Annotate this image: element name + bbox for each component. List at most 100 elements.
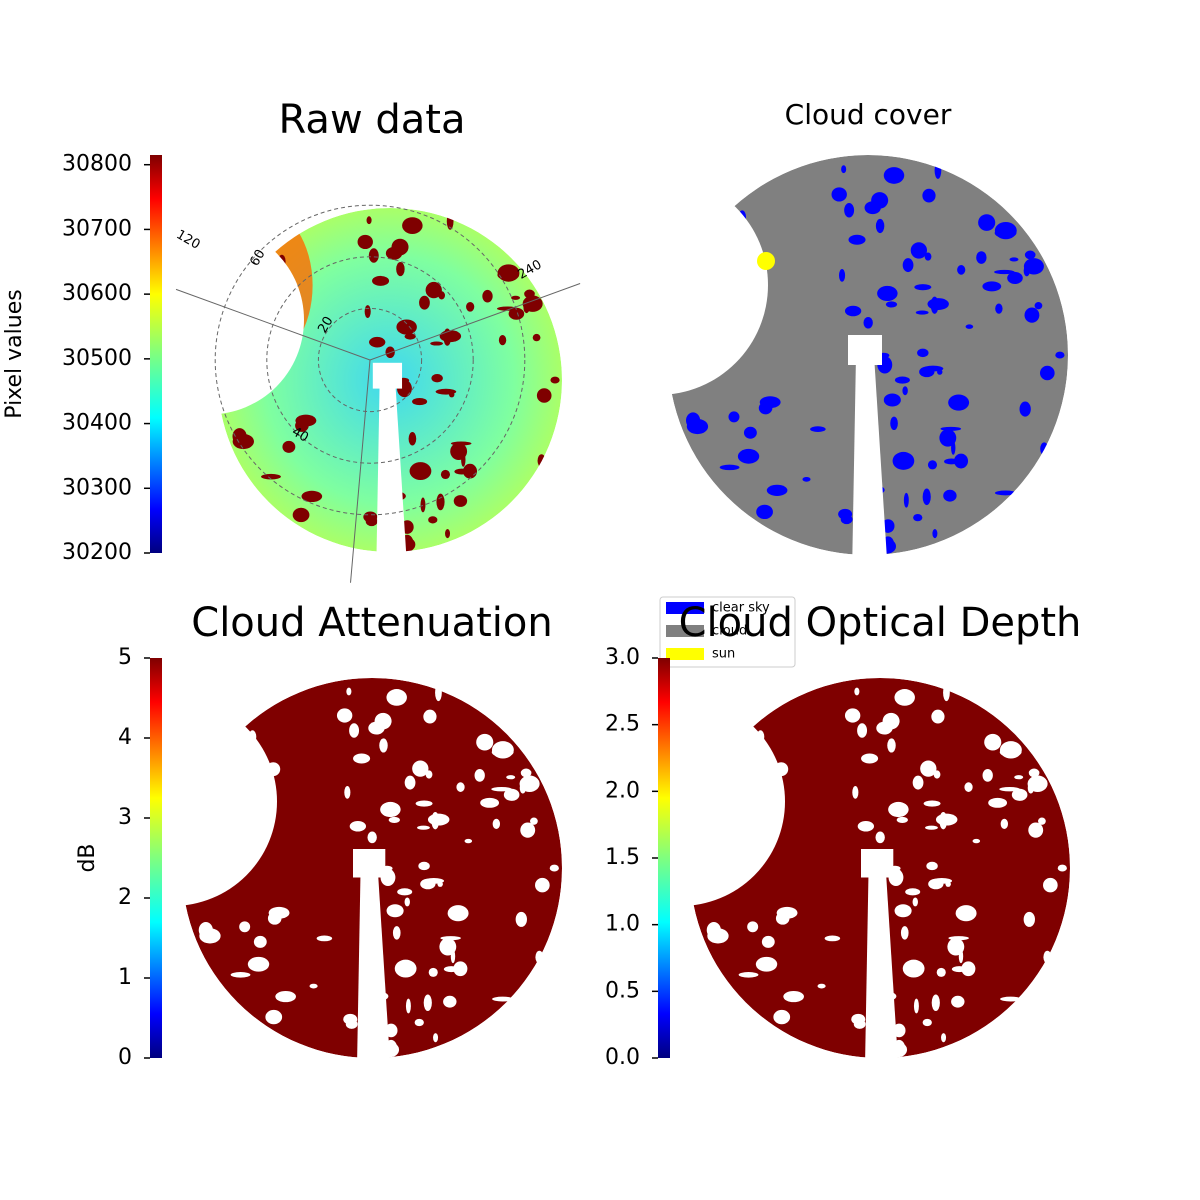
cloud-patch	[923, 800, 941, 807]
cloud-patch	[353, 753, 371, 764]
cloud-patch	[892, 451, 915, 470]
cloud-patch	[866, 403, 871, 417]
y-axis-label: Pixel values	[2, 289, 27, 418]
y-tick-label: 2.5	[605, 712, 640, 737]
cloud-patch	[831, 187, 847, 202]
cloud-patch	[896, 816, 908, 824]
chart-title: Cloud Optical Depth	[679, 600, 1082, 646]
y-tick-label: 30200	[62, 540, 132, 565]
cloud-patch	[861, 503, 873, 513]
cloud-patch	[775, 912, 790, 925]
cloud-patch	[404, 897, 410, 907]
cloud-patch	[883, 393, 901, 407]
cloud-patch	[394, 959, 417, 978]
cloud-patch	[396, 319, 417, 335]
cloud-patch	[535, 877, 550, 893]
cloud-patch	[854, 687, 860, 696]
cloud-patch	[492, 996, 514, 1002]
polar-label: 20	[315, 314, 336, 336]
cloud-patch	[439, 938, 457, 956]
cloud-patch	[367, 831, 377, 844]
cloud-patch	[716, 856, 728, 871]
polar-label: 60	[247, 247, 268, 269]
cloud-patch	[519, 775, 540, 792]
cloud-patch	[261, 473, 281, 480]
cloud-patch	[951, 995, 965, 1008]
cloud-patch	[910, 242, 928, 259]
cloud-patch	[747, 921, 759, 933]
cloud-patch	[336, 708, 353, 723]
cloud-patch	[848, 234, 866, 245]
cloud-patch	[920, 760, 937, 777]
cloud-patch	[392, 926, 401, 940]
cloud-patch	[482, 289, 493, 303]
cloud-patch	[877, 352, 890, 359]
cloud-patch	[349, 820, 367, 832]
cloud-patch	[456, 782, 465, 792]
cloud-patch	[902, 258, 914, 273]
y-tick-label: 3	[118, 805, 132, 830]
cloud-patch	[550, 376, 560, 384]
legend-label: clear sky	[712, 601, 770, 616]
cloud-patch	[922, 1018, 932, 1027]
cloud-patch	[737, 448, 760, 464]
cloud-patch	[931, 709, 945, 724]
colorbar	[150, 658, 162, 1058]
cloud-patch	[871, 192, 889, 209]
cloud-patch	[453, 495, 468, 507]
cloud-patch	[802, 476, 811, 482]
cloud-patch	[1014, 775, 1024, 780]
cloud-patch	[357, 234, 373, 250]
cloud-patch	[1057, 864, 1067, 872]
cloud-patch	[905, 888, 921, 896]
cloud-patch	[939, 429, 957, 447]
cloud-patch	[425, 281, 442, 299]
chart-title: Raw data	[279, 97, 466, 143]
cloud-patch	[508, 307, 525, 320]
cloud-patch	[982, 281, 1002, 292]
cloud-patch	[430, 341, 443, 346]
polar-label: 40	[289, 424, 311, 445]
cloud-patch	[844, 708, 861, 723]
cloud-patch	[1007, 271, 1023, 285]
cloud-patch	[412, 760, 429, 777]
cloud-patch	[1019, 401, 1031, 417]
cloud-patch	[417, 825, 430, 830]
cloud-patch	[1024, 307, 1040, 323]
cloud-patch	[743, 426, 757, 439]
cloud-patch	[706, 922, 721, 939]
cloud-patch	[875, 218, 885, 234]
cloud-patch	[917, 348, 929, 358]
cloud-patch	[840, 514, 853, 525]
sun-mask	[774, 762, 789, 777]
cloud-patch	[349, 723, 360, 738]
cloud-patch	[1028, 768, 1040, 778]
cloud-patch	[379, 738, 388, 753]
cloud-patch	[423, 709, 437, 724]
sun-mask	[266, 762, 281, 777]
cloud-patch	[364, 305, 371, 318]
cloud-patch	[667, 368, 679, 374]
cloud-patch	[758, 401, 773, 415]
cloud-patch	[397, 888, 413, 896]
cloud-patch	[496, 306, 518, 311]
cloud-patch	[988, 797, 1008, 808]
cloud-patch	[999, 747, 1022, 758]
cloud-patch	[889, 1042, 908, 1058]
cloud-patch	[1027, 775, 1048, 792]
cloud-patch	[841, 165, 847, 174]
cloud-patch	[1039, 365, 1055, 381]
polar-circle	[317, 307, 423, 413]
cloud-patch	[972, 838, 981, 844]
cloud-patch	[937, 369, 943, 375]
cloud-patch	[344, 786, 351, 799]
cloud-patch	[755, 956, 778, 972]
y-tick-label: 1.0	[605, 912, 640, 937]
cloud-patch	[900, 926, 909, 940]
cloud-patch	[875, 831, 885, 844]
colorbar	[658, 658, 670, 1058]
cloud-patch	[388, 816, 400, 824]
cloud-patch	[428, 516, 438, 524]
y-tick-label: 5	[118, 645, 132, 670]
cloud-patch	[515, 911, 527, 927]
